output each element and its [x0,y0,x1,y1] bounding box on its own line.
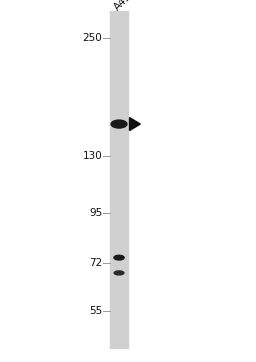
Ellipse shape [114,255,124,260]
Polygon shape [130,118,140,131]
Text: 130: 130 [82,151,102,161]
Text: A431: A431 [112,0,138,13]
Text: 250: 250 [82,33,102,43]
Text: 72: 72 [89,258,102,268]
Bar [110,11,128,348]
Ellipse shape [114,271,124,275]
Text: 95: 95 [89,207,102,218]
Ellipse shape [111,120,127,128]
Text: 55: 55 [89,306,102,316]
